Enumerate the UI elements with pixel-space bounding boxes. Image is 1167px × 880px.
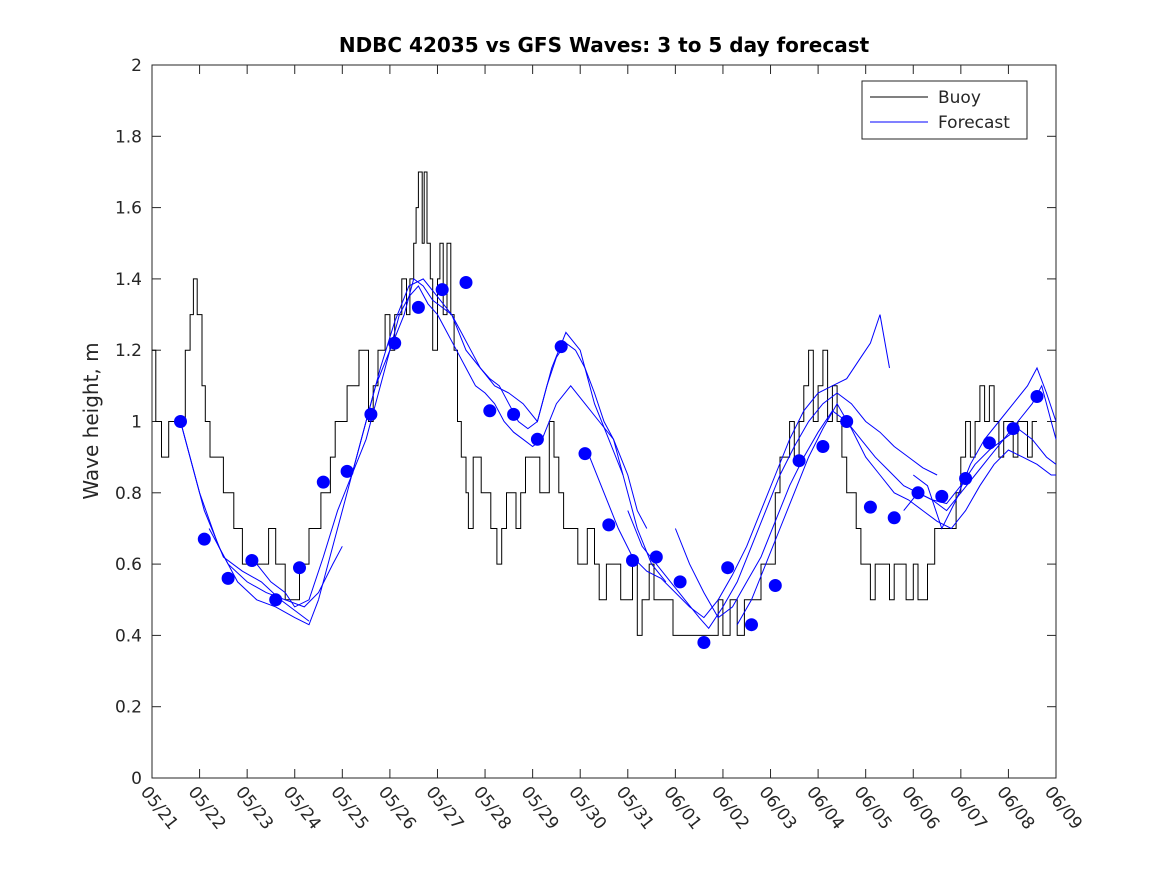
forecast-series-line: [627, 392, 938, 630]
forecast-marker: [721, 561, 735, 575]
forecast-marker: [982, 436, 996, 450]
forecast-marker: [316, 475, 330, 489]
y-tick-label: 0.4: [115, 626, 142, 646]
forecast-series-line: [736, 402, 1056, 625]
forecast-marker: [554, 340, 568, 354]
x-tick-label: 05/22: [184, 783, 230, 834]
forecast-marker: [959, 472, 973, 485]
y-tick-label: 1.6: [115, 199, 142, 219]
x-tick-label: 06/09: [1040, 783, 1086, 834]
forecast-marker: [768, 579, 782, 592]
x-tick-label: 05/25: [326, 783, 372, 834]
forecast-marker: [649, 550, 663, 564]
legend-forecast-label: Forecast: [938, 113, 1010, 133]
forecast-marker: [293, 561, 306, 575]
y-tick-label: 0: [131, 769, 142, 789]
y-tick-label: 0.6: [115, 555, 142, 575]
forecast-marker: [435, 283, 449, 297]
x-tick-label: 06/03: [755, 783, 801, 834]
x-tick-label: 05/21: [136, 783, 182, 834]
x-tick-label: 05/28: [469, 783, 515, 834]
x-tick-label: 06/06: [897, 783, 943, 834]
x-tick-label: 05/27: [422, 783, 468, 834]
x-tick-label: 05/31: [612, 783, 658, 834]
forecast-series-line: [256, 285, 648, 608]
legend: Buoy Forecast: [861, 80, 1028, 140]
x-tick-label: 05/29: [517, 783, 563, 834]
y-tick-label: 0.8: [115, 484, 142, 504]
forecast-series-line: [674, 410, 1057, 619]
forecast-marker: [1030, 390, 1044, 403]
forecast-marker: [578, 447, 592, 461]
x-tick-label: 05/26: [374, 783, 420, 834]
x-tick-label: 05/30: [564, 783, 610, 834]
forecast-marker: [174, 415, 187, 428]
forecast-marker: [602, 518, 616, 532]
forecast-marker: [887, 511, 901, 525]
forecast-marker: [507, 407, 521, 421]
forecast-marker: [792, 454, 806, 468]
x-tick-label: 05/24: [279, 783, 325, 834]
forecast-series-line: [351, 278, 667, 583]
plot-content: [152, 171, 1057, 649]
forecast-marker: [697, 636, 711, 649]
forecast-marker: [745, 618, 758, 632]
legend-box: [861, 80, 1028, 140]
forecast-series-line: [912, 366, 1057, 530]
forecast-marker: [364, 407, 378, 421]
x-tick-label: 06/08: [992, 783, 1038, 834]
y-tick-label: 1.2: [115, 341, 142, 361]
forecast-marker: [863, 500, 877, 514]
x-tick-label: 06/05: [850, 783, 896, 834]
forecast-marker: [221, 571, 235, 585]
forecast-series-line: [589, 314, 890, 619]
forecast-marker: [483, 404, 497, 418]
forecast-series-line: [180, 421, 319, 626]
forecast-marker: [459, 276, 473, 289]
forecast-marker: [626, 554, 639, 567]
y-tick-label: 2: [131, 56, 142, 76]
y-tick-label: 1: [131, 413, 142, 433]
forecast-marker: [269, 593, 283, 607]
y-tick-label: 1.8: [115, 127, 142, 147]
forecast-series-line: [208, 528, 343, 608]
forecast-marker: [911, 486, 925, 500]
y-tick-label: 0.2: [115, 698, 142, 718]
x-tick-label: 06/02: [707, 783, 753, 834]
forecast-marker: [673, 575, 687, 589]
forecast-series-line: [180, 421, 310, 622]
x-axis-ticks: 05/21 05/22 05/23 05/24 05/25 05/26 05/27 05/28…: [136, 65, 1086, 834]
forecast-marker: [816, 440, 830, 453]
x-tick-label: 05/23: [231, 783, 277, 834]
forecast-marker: [245, 554, 259, 567]
x-tick-label: 06/04: [802, 783, 848, 834]
buoy-series-line: [152, 171, 1037, 636]
forecast-marker: [197, 532, 211, 546]
y-axis-label: Wave height, m: [79, 342, 103, 499]
forecast-marker: [840, 415, 854, 428]
forecast-marker: [935, 489, 949, 503]
forecast-marker: [530, 432, 544, 446]
forecast-marker: [340, 464, 354, 478]
forecast-marker: [1006, 422, 1020, 436]
legend-buoy-label: Buoy: [938, 88, 981, 108]
y-tick-label: 1.4: [115, 270, 142, 290]
forecast-marker: [411, 300, 425, 314]
x-tick-label: 06/01: [659, 783, 705, 834]
y-axis-ticks: 0 0.2 0.4 0.6 0.8 1 1.2 1.4 1.6 1.8 2: [115, 56, 1056, 789]
chart-title: NDBC 42035 vs GFS Waves: 3 to 5 day fore…: [339, 33, 870, 57]
x-tick-label: 06/07: [945, 783, 991, 834]
forecast-marker: [388, 336, 402, 350]
